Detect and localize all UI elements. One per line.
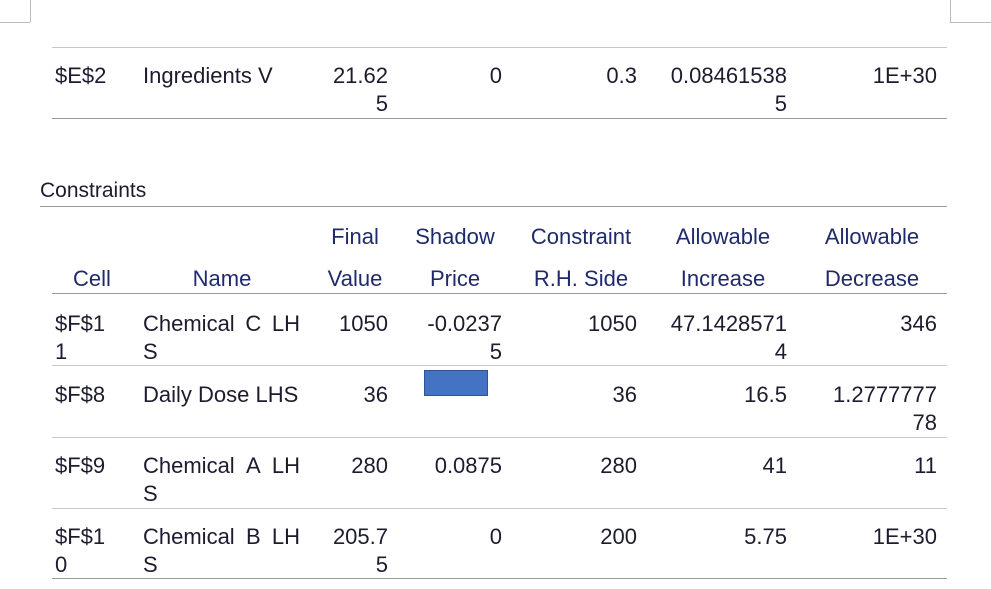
cell: 0.084615385 bbox=[670, 63, 787, 116]
cell: 0 bbox=[489, 63, 502, 88]
cell: Ingredients V bbox=[143, 63, 273, 88]
corner-mark bbox=[950, 22, 991, 23]
rule bbox=[52, 508, 947, 509]
rule bbox=[52, 118, 947, 119]
column-header: Cell bbox=[73, 266, 111, 291]
cell: 1.277777778 bbox=[833, 382, 937, 435]
cell: $F$9 bbox=[55, 453, 106, 478]
column-header: Constraint bbox=[530, 224, 632, 249]
column-header: Value bbox=[327, 266, 383, 291]
corner-mark bbox=[30, 0, 31, 22]
cell: 0.0875 bbox=[434, 453, 502, 478]
cell: 11 bbox=[914, 453, 937, 478]
cell: 16.5 bbox=[744, 382, 787, 407]
cell: 36 bbox=[612, 382, 637, 407]
rule bbox=[52, 578, 947, 579]
cell: Chemical B LHS bbox=[143, 524, 300, 577]
column-header: Final bbox=[331, 224, 379, 249]
rule bbox=[52, 293, 947, 294]
cell: $F$11 bbox=[55, 311, 106, 364]
cell: 346 bbox=[900, 311, 937, 336]
cell: 21.625 bbox=[332, 63, 388, 116]
cell: 200 bbox=[600, 524, 637, 549]
cell: 1E+30 bbox=[872, 63, 937, 88]
cell: -0.02375 bbox=[427, 311, 502, 364]
corner-mark bbox=[0, 22, 30, 23]
column-header: Allowable bbox=[675, 224, 771, 249]
rule bbox=[52, 47, 947, 48]
cell: $F$10 bbox=[55, 524, 106, 577]
cell: $E$2 bbox=[55, 63, 107, 88]
cell: Chemical A LHS bbox=[143, 453, 300, 506]
cell: $F$8 bbox=[55, 382, 106, 407]
cell: Chemical C LHS bbox=[143, 311, 300, 364]
column-header: R.H. Side bbox=[533, 266, 629, 291]
cell: Daily Dose LHS bbox=[143, 382, 299, 407]
column-header: Name bbox=[192, 266, 252, 291]
cell: 36 bbox=[363, 382, 388, 407]
column-header: Decrease bbox=[824, 266, 920, 291]
cell: 0.3 bbox=[606, 63, 637, 88]
rule bbox=[40, 206, 947, 207]
corner-mark bbox=[950, 0, 951, 22]
section-title: Constraints bbox=[40, 179, 147, 202]
cell: 1050 bbox=[339, 311, 388, 336]
cell: 5.75 bbox=[744, 524, 787, 549]
cell: 47.14285714 bbox=[670, 311, 787, 364]
column-header: Increase bbox=[680, 266, 766, 291]
cell: 205.75 bbox=[332, 524, 388, 577]
cell: 280 bbox=[351, 453, 388, 478]
cell: 0 bbox=[489, 524, 502, 549]
column-header: Price bbox=[429, 266, 481, 291]
cell: 1050 bbox=[588, 311, 637, 336]
rule bbox=[52, 365, 947, 366]
column-header: Shadow bbox=[415, 224, 495, 249]
cell: 1E+30 bbox=[872, 524, 937, 549]
redaction-box bbox=[424, 370, 488, 396]
cell: 41 bbox=[762, 453, 787, 478]
cell: 280 bbox=[600, 453, 637, 478]
column-header: Allowable bbox=[824, 224, 920, 249]
rule bbox=[52, 437, 947, 438]
